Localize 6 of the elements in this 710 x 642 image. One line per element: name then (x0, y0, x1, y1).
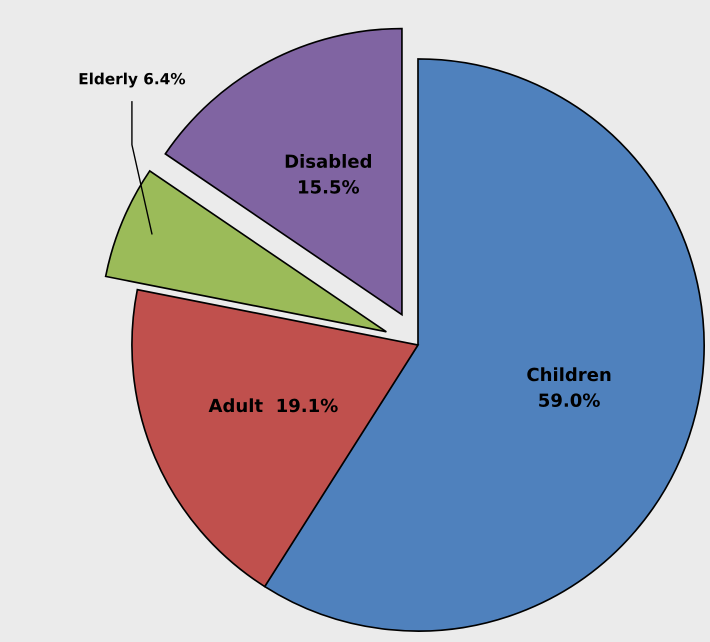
slice-label: Elderly 6.4% (80, 72, 186, 88)
data-label: 15.5% (299, 180, 360, 194)
slice-label: Children (527, 367, 610, 382)
slice-label: Disabled (286, 154, 371, 168)
slice-label: Adult 19.1% (208, 398, 338, 412)
data-label: 59.0% (539, 393, 600, 407)
